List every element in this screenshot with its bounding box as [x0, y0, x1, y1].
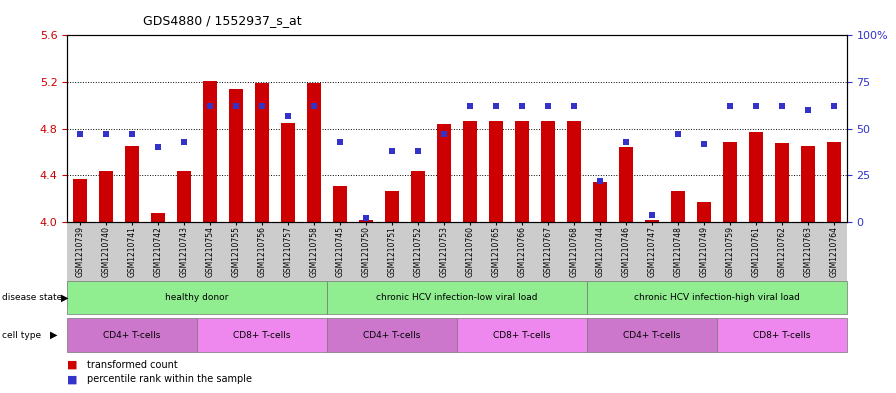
Bar	[567, 121, 581, 222]
Bar	[437, 124, 451, 222]
Text: cell type: cell type	[2, 331, 41, 340]
Bar	[177, 171, 191, 222]
Bar	[229, 89, 243, 222]
Point	[73, 131, 88, 138]
Bar	[203, 81, 217, 222]
Point	[514, 103, 529, 109]
Point	[670, 131, 685, 138]
Bar	[125, 146, 139, 222]
Bar	[151, 213, 165, 222]
Text: CD4+ T-cells: CD4+ T-cells	[623, 331, 681, 340]
Text: ■: ■	[67, 374, 78, 384]
Text: CD8+ T-cells: CD8+ T-cells	[753, 331, 811, 340]
Bar	[73, 179, 87, 222]
Point	[488, 103, 503, 109]
Bar	[333, 186, 347, 222]
Point	[462, 103, 477, 109]
Point	[99, 131, 113, 138]
Bar	[281, 123, 295, 222]
Point	[254, 103, 269, 109]
Point	[800, 107, 814, 113]
Bar	[801, 146, 814, 222]
Point	[125, 131, 140, 138]
Text: disease state: disease state	[2, 293, 62, 302]
Bar	[255, 83, 269, 222]
Point	[228, 103, 243, 109]
Point	[748, 103, 762, 109]
Text: transformed count: transformed count	[87, 360, 177, 370]
Text: chronic HCV infection-high viral load: chronic HCV infection-high viral load	[633, 293, 800, 302]
Point	[644, 211, 659, 218]
Point	[410, 148, 425, 154]
Text: ▶: ▶	[61, 293, 68, 303]
Bar	[723, 141, 737, 222]
Text: ■: ■	[67, 360, 78, 370]
Point	[722, 103, 737, 109]
Text: GDS4880 / 1552937_s_at: GDS4880 / 1552937_s_at	[143, 14, 302, 27]
Point	[177, 139, 191, 145]
Text: ▶: ▶	[50, 330, 57, 340]
Point	[592, 178, 607, 184]
Point	[436, 131, 451, 138]
Bar	[515, 121, 529, 222]
Bar	[619, 147, 633, 222]
Text: CD8+ T-cells: CD8+ T-cells	[233, 331, 291, 340]
Text: CD8+ T-cells: CD8+ T-cells	[493, 331, 551, 340]
Bar	[749, 132, 762, 222]
Point	[151, 144, 165, 151]
Point	[774, 103, 788, 109]
Bar	[489, 121, 503, 222]
Point	[696, 141, 711, 147]
Bar	[645, 220, 659, 222]
Bar	[385, 191, 399, 222]
Bar	[307, 83, 321, 222]
Point	[332, 139, 347, 145]
Bar	[541, 121, 555, 222]
Bar	[593, 182, 607, 222]
Point	[306, 103, 321, 109]
Text: chronic HCV infection-low viral load: chronic HCV infection-low viral load	[376, 293, 538, 302]
Point	[202, 103, 217, 109]
Bar	[827, 141, 840, 222]
Bar	[99, 171, 113, 222]
Point	[384, 148, 399, 154]
Point	[280, 112, 295, 119]
Bar	[775, 143, 788, 222]
Point	[566, 103, 581, 109]
Text: CD4+ T-cells: CD4+ T-cells	[103, 331, 161, 340]
Point	[826, 103, 840, 109]
Point	[358, 215, 373, 222]
Text: CD4+ T-cells: CD4+ T-cells	[363, 331, 421, 340]
Text: healthy donor: healthy donor	[166, 293, 228, 302]
Point	[540, 103, 555, 109]
Bar	[671, 191, 685, 222]
Bar	[411, 171, 425, 222]
Point	[618, 139, 633, 145]
Bar	[359, 220, 373, 222]
Bar	[697, 202, 711, 222]
Bar	[463, 121, 477, 222]
Text: percentile rank within the sample: percentile rank within the sample	[87, 374, 252, 384]
